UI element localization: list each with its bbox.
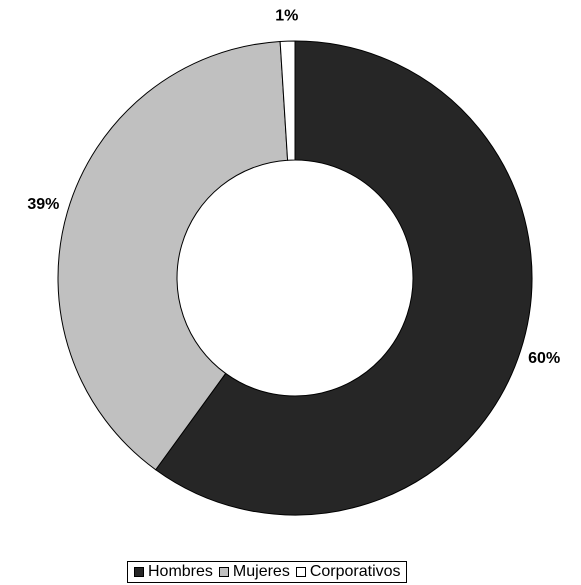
chart-slices	[57, 40, 533, 516]
legend-swatch-hombres	[134, 567, 144, 577]
data-label-hombres: 60%	[528, 350, 560, 367]
slice-mujeres	[57, 40, 289, 471]
data-label-corporativos: 1%	[275, 7, 298, 24]
legend-label-mujeres: Mujeres	[232, 563, 290, 580]
chart-data-labels: 60% 39% 1%	[27, 7, 560, 367]
chart-legend: Hombres Mujeres Corporativos	[127, 561, 407, 583]
legend-item-hombres: Hombres	[134, 563, 213, 581]
slice-hombres	[154, 40, 533, 516]
slice-corporativos	[279, 40, 296, 161]
legend-label-corporativos: Corporativos	[309, 563, 401, 580]
legend-item-mujeres: Mujeres	[218, 563, 290, 581]
data-label-mujeres: 39%	[27, 196, 59, 213]
legend-swatch-mujeres	[218, 567, 229, 577]
legend-label-hombres: Hombres	[148, 563, 213, 580]
legend-swatch-corporativos	[295, 567, 306, 577]
legend-item-corporativos: Corporativos	[295, 563, 401, 581]
